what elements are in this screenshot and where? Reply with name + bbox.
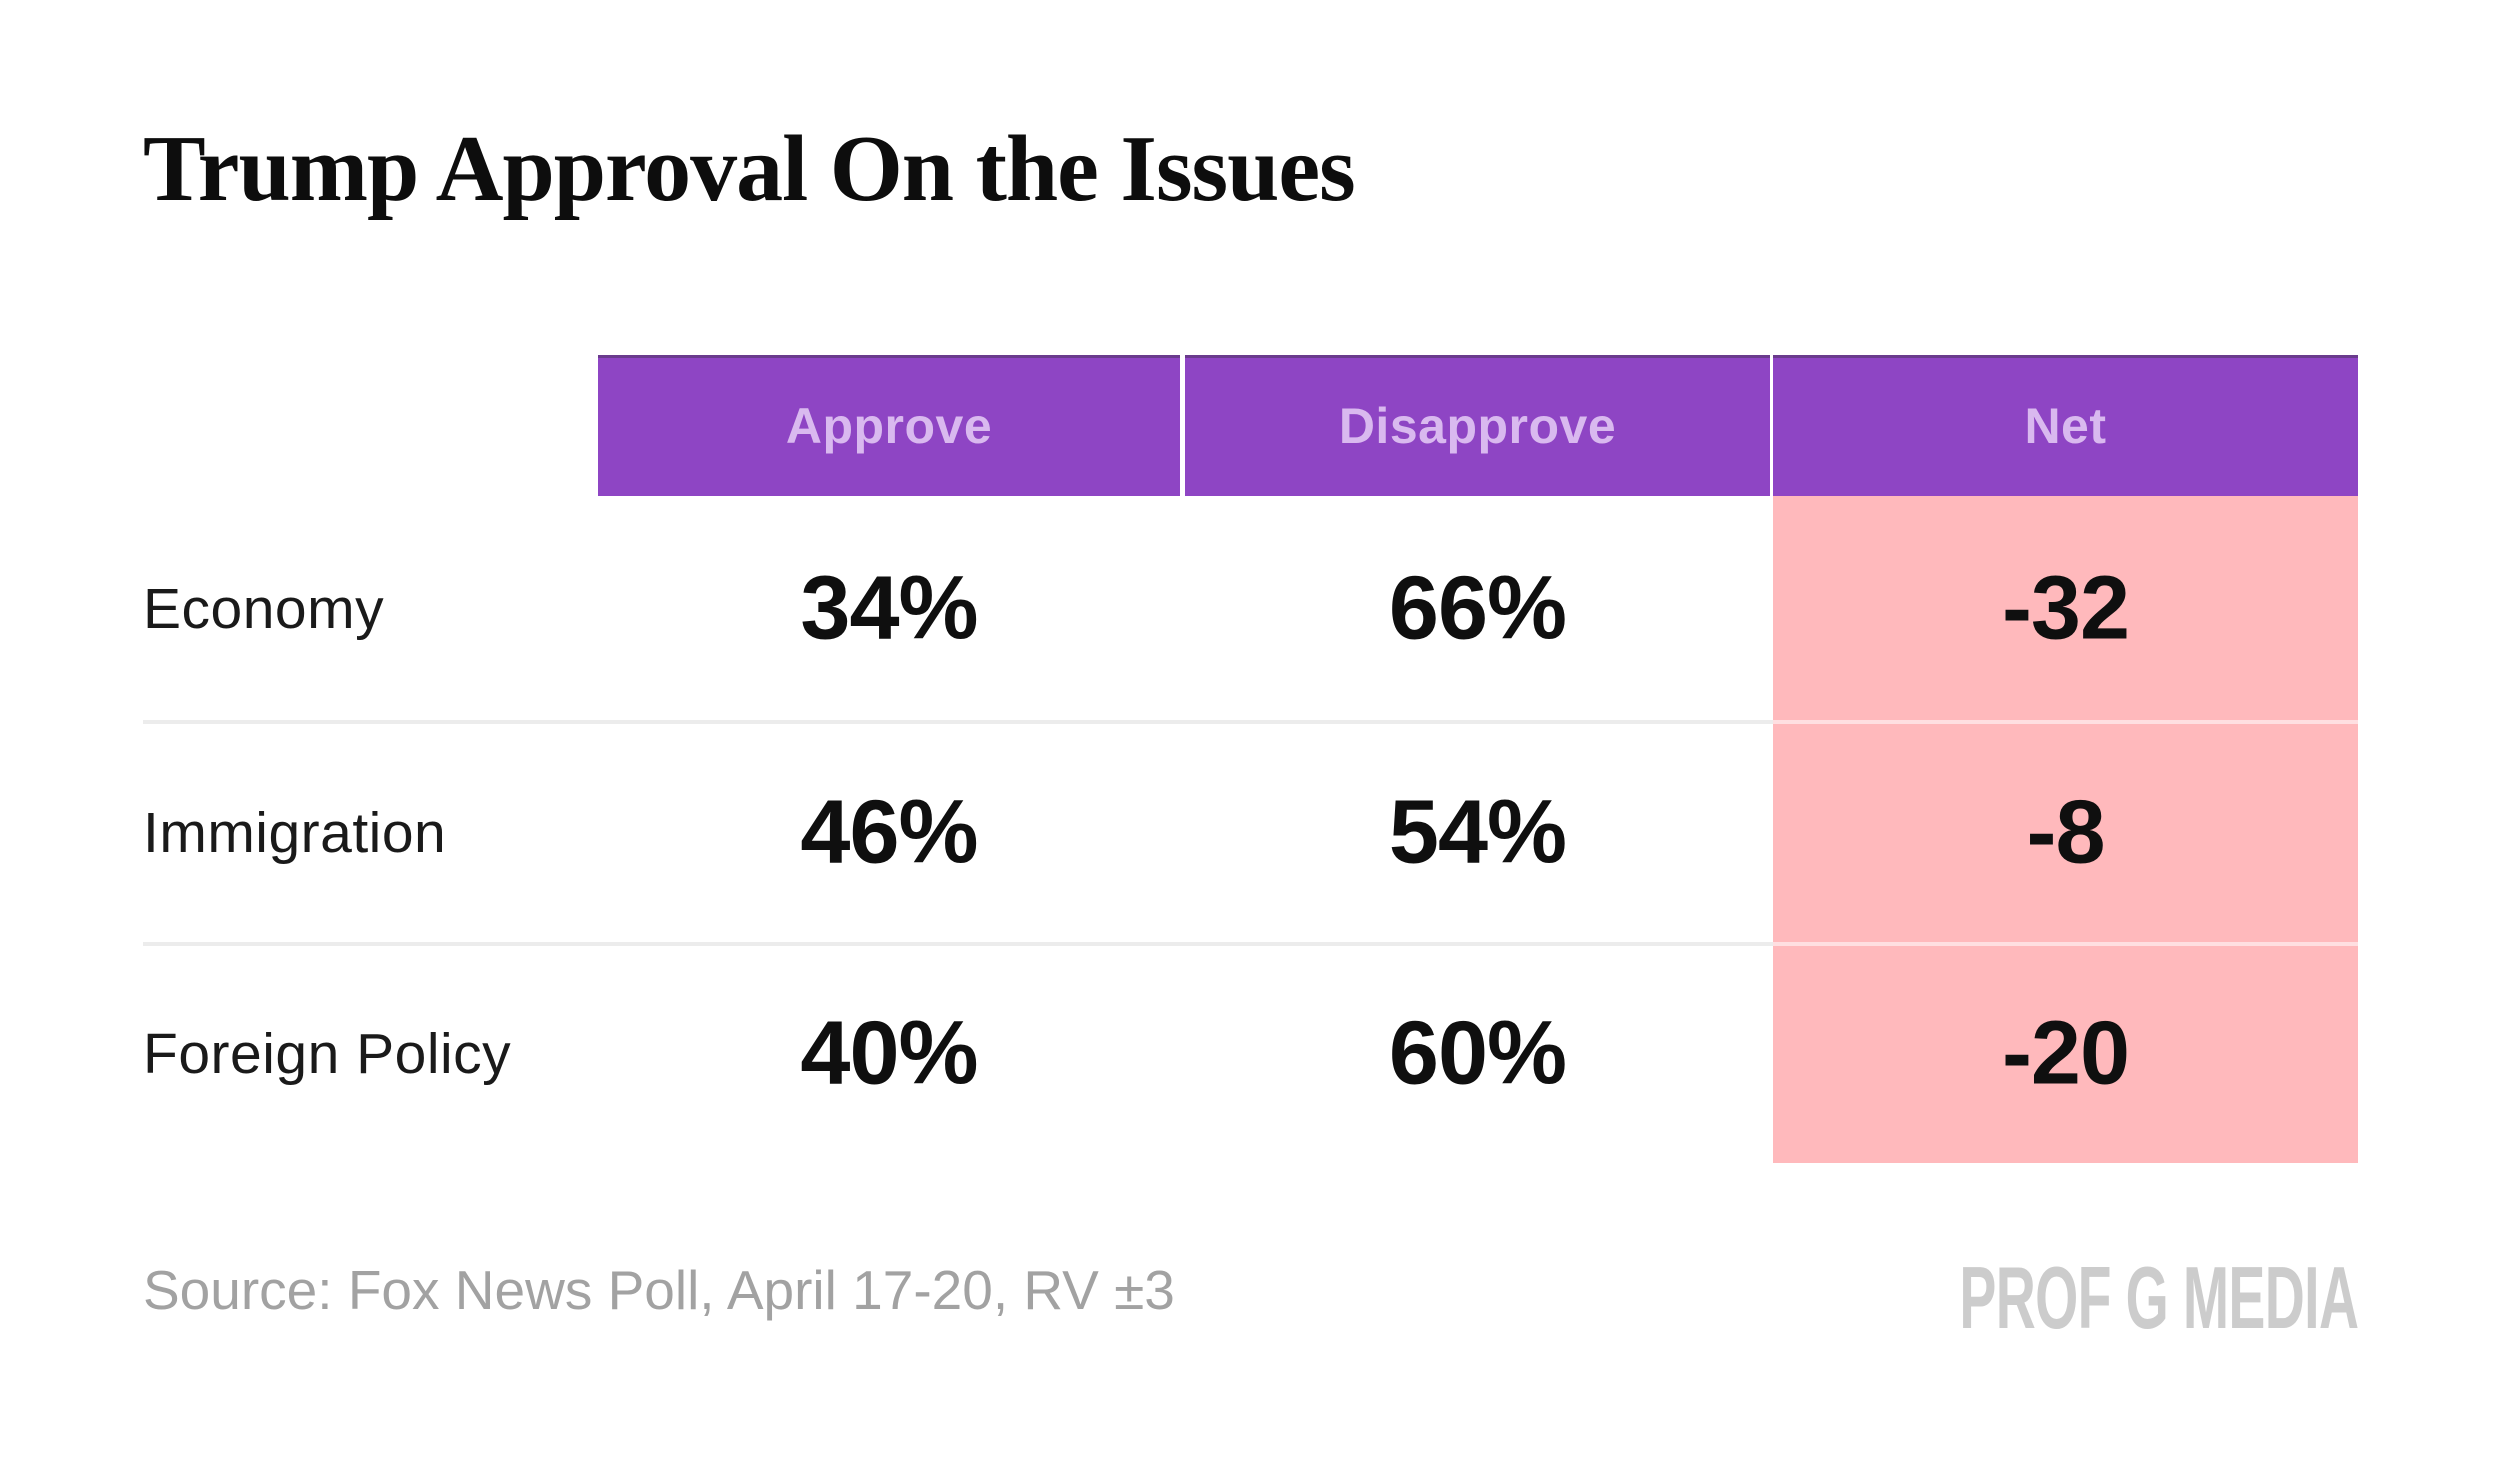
economy-approve-value: 34% <box>800 558 978 659</box>
column-header-disapprove: Disapprove <box>1185 355 1770 496</box>
row-divider-net-segment <box>1773 720 2358 724</box>
column-header-net: Net <box>1773 355 2358 496</box>
net-column-highlight <box>1773 496 2358 1163</box>
column-header-net-label: Net <box>2024 397 2107 454</box>
row-label-economy: Economy <box>143 577 385 641</box>
foreign-policy-net-value: -20 <box>2001 1003 2130 1103</box>
table-row-immigration: Immigration 46% 54% -8 <box>0 722 2501 944</box>
row-divider-net-segment <box>1773 942 2358 946</box>
immigration-approve-value: 46% <box>800 782 978 883</box>
immigration-disapprove-value: 54% <box>1388 782 1567 883</box>
immigration-net-value: -8 <box>2026 782 2105 883</box>
brand-logo: PROF G MEDIA <box>1958 1248 2359 1347</box>
page-title: Trump Approval On the Issues <box>143 117 1356 221</box>
row-divider <box>143 942 1773 946</box>
column-header-approve: Approve <box>598 355 1180 496</box>
table-row-foreign-policy: Foreign Policy 40% 60% -20 <box>0 944 2501 1163</box>
row-label-foreign-policy: Foreign Policy <box>143 1021 512 1086</box>
source-note: Source: Fox News Poll, April 17-20, RV ±… <box>143 1259 1175 1321</box>
column-header-approve-label: Approve <box>785 397 993 454</box>
column-header-disapprove-label: Disapprove <box>1338 397 1617 454</box>
foreign-policy-disapprove-value: 60% <box>1388 1003 1567 1103</box>
row-label-immigration: Immigration <box>143 801 447 865</box>
foreign-policy-approve-value: 40% <box>800 1003 978 1103</box>
economy-net-value: -32 <box>2001 558 2130 659</box>
table-row-economy: Economy 34% 66% -32 <box>0 496 2501 722</box>
row-divider <box>143 720 1773 724</box>
economy-disapprove-value: 66% <box>1388 558 1567 659</box>
